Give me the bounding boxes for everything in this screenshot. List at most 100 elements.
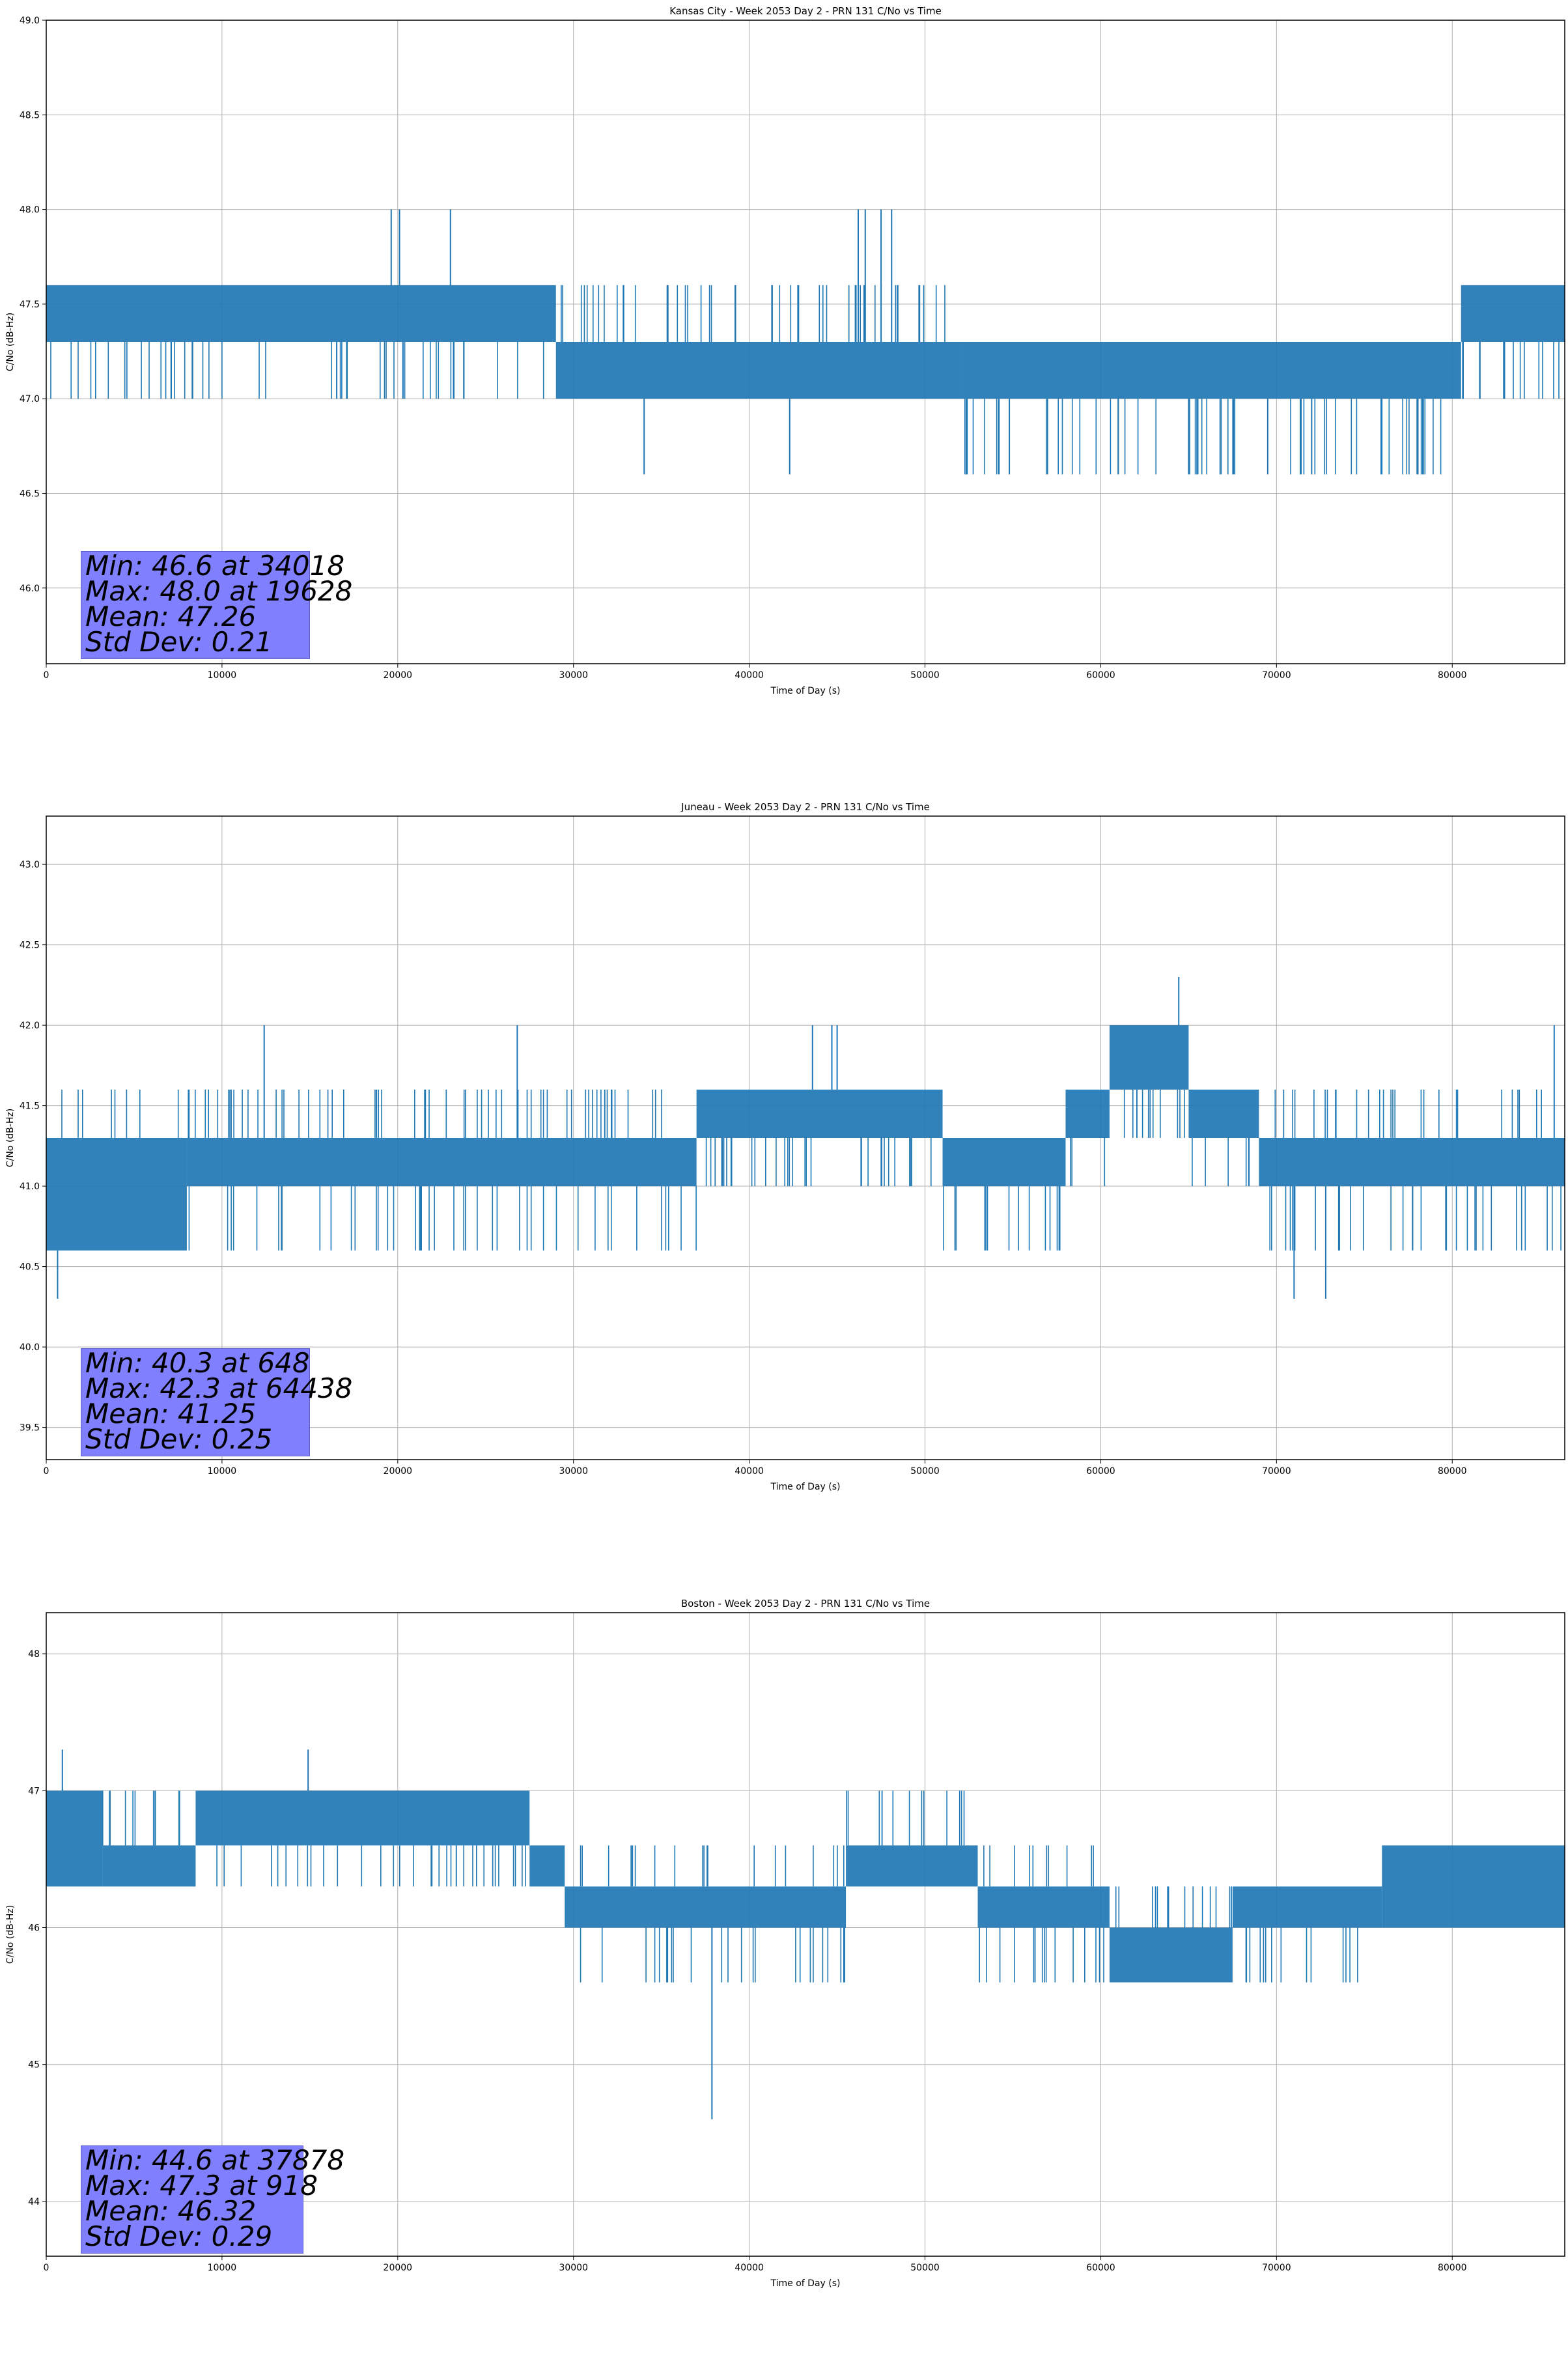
series-transitions [943, 1186, 1061, 1251]
series-band [1109, 1927, 1233, 1983]
y-axis: 44 45 46 47 48 [28, 1649, 1565, 2207]
series-transitions [705, 1138, 932, 1187]
x-tick-label: 30000 [559, 1466, 588, 1477]
series-band [977, 1886, 1110, 1928]
stats-mean: Mean: 46.32 [85, 2195, 257, 2227]
y-tick-label: 46.5 [20, 488, 40, 499]
stats-mean: Mean: 41.25 [85, 1398, 257, 1430]
y-axis-label: C/No (dB-Hz) [5, 313, 16, 371]
x-tick-label: 50000 [910, 1466, 940, 1477]
series-transitions [1192, 1138, 1250, 1187]
plot-frame [46, 20, 1565, 664]
y-tick-label: 47.0 [20, 394, 40, 404]
x-tick-label: 20000 [384, 670, 413, 681]
y-tick-label: 40.0 [20, 1342, 40, 1353]
x-tick-label: 50000 [910, 2263, 940, 2273]
series-transitions [188, 1089, 697, 1251]
x-tick-label: 10000 [208, 670, 237, 681]
x-tick-label: 40000 [735, 1466, 764, 1477]
y-tick-label: 41.5 [20, 1101, 40, 1112]
y-tick-label: 40.5 [20, 1262, 40, 1273]
series-1 [46, 977, 1565, 1299]
series-transitions [964, 399, 1442, 475]
series-transitions [1269, 1089, 1561, 1251]
x-axis-label: Time of Day (s) [770, 2278, 841, 2289]
series-band [555, 342, 960, 399]
y-tick-label: 42.0 [20, 1021, 40, 1031]
x-tick-label: 10000 [208, 1466, 237, 1477]
plot-frame [46, 1612, 1565, 2257]
series-transitions [61, 1089, 179, 1138]
y-tick-label: 43.0 [20, 860, 40, 870]
series-0 [46, 209, 1565, 475]
y-axis-label: C/No (dB-Hz) [5, 1109, 16, 1167]
x-tick-label: 70000 [1262, 670, 1291, 681]
y-tick-label: 47 [28, 1786, 40, 1796]
stats-min: Min: 46.6 at 34018 [85, 550, 345, 582]
stats-std-dev: Std Dev: 0.29 [85, 2220, 273, 2252]
x-tick-label: 80000 [1438, 2263, 1467, 2273]
series-band [696, 1089, 943, 1138]
x-axis-label: Time of Day (s) [770, 1482, 841, 1492]
x-tick-label: 30000 [559, 670, 588, 681]
y-tick-label: 48.5 [20, 110, 40, 120]
stats-box: Min: 46.6 at 34018 Max: 48.0 at 19628 Me… [81, 550, 353, 659]
x-tick-label: 60000 [1086, 1466, 1115, 1477]
chart-svg: Boston - Week 2053 Day 2 - PRN 131 C/No … [5, 1598, 1565, 2289]
series-transitions [979, 1845, 1104, 1983]
series-band [846, 1845, 978, 1887]
series-band [46, 285, 556, 342]
x-tick-label: 60000 [1086, 2263, 1115, 2273]
y-tick-label: 41.0 [20, 1182, 40, 1192]
chart-svg: Juneau - Week 2053 Day 2 - PRN 131 C/No … [5, 801, 1565, 1492]
x-tick-label: 80000 [1438, 670, 1467, 681]
series-band [195, 1790, 530, 1846]
x-tick-label: 20000 [384, 1466, 413, 1477]
series-band [960, 342, 1461, 399]
x-tick-label: 0 [44, 2263, 49, 2273]
y-tick-label: 46 [28, 1923, 40, 1933]
series-transitions [216, 1845, 526, 1887]
x-tick-label: 0 [44, 1466, 49, 1477]
chart-title: Boston - Week 2053 Day 2 - PRN 131 C/No … [681, 1598, 930, 1609]
x-tick-label: 70000 [1262, 2263, 1291, 2273]
series-band [46, 1790, 103, 1887]
y-tick-label: 39.5 [20, 1423, 40, 1434]
series-band [1188, 1089, 1259, 1138]
series-band [529, 1845, 565, 1887]
chart-panel-boston: Boston - Week 2053 Day 2 - PRN 131 C/No … [0, 1592, 1568, 2363]
stats-mean: Mean: 47.26 [85, 601, 257, 632]
x-tick-label: 60000 [1086, 670, 1115, 681]
series-band [102, 1845, 196, 1887]
x-tick-label: 30000 [559, 2263, 588, 2273]
series-band [1461, 285, 1565, 342]
series-transitions [580, 1845, 845, 1983]
chart-title: Juneau - Week 2053 Day 2 - PRN 131 C/No … [680, 801, 930, 813]
y-tick-label: 45 [28, 2060, 40, 2071]
x-tick-label: 20000 [384, 2263, 413, 2273]
series-band [1232, 1886, 1382, 1928]
series-band [186, 1138, 697, 1187]
y-tick-label: 48.0 [20, 205, 40, 216]
y-tick-label: 44 [28, 2197, 40, 2207]
y-tick-label: 49.0 [20, 16, 40, 26]
y-tick-label: 42.5 [20, 941, 40, 951]
x-axis-label: Time of Day (s) [770, 686, 841, 696]
stats-std-dev: Std Dev: 0.21 [85, 626, 273, 658]
chart-svg: Kansas City - Week 2053 Day 2 - PRN 131 … [5, 5, 1565, 696]
chart-title: Kansas City - Week 2053 Day 2 - PRN 131 … [669, 5, 942, 17]
plot-frame [46, 815, 1565, 1460]
x-tick-label: 80000 [1438, 1466, 1467, 1477]
stats-max: Max: 48.0 at 19628 [85, 575, 353, 607]
series-band [1382, 1845, 1565, 1928]
series-transitions [1115, 1886, 1233, 1928]
stats-max: Max: 42.3 at 64438 [85, 1372, 353, 1404]
x-tick-label: 0 [44, 670, 49, 681]
series-band [942, 1138, 1066, 1187]
x-tick-label: 10000 [208, 2263, 237, 2273]
y-axis-label: C/No (dB-Hz) [5, 1905, 16, 1964]
series-transitions [1462, 342, 1560, 399]
series-transitions [50, 342, 544, 399]
series-band [46, 1138, 187, 1251]
series-band [565, 1886, 847, 1928]
